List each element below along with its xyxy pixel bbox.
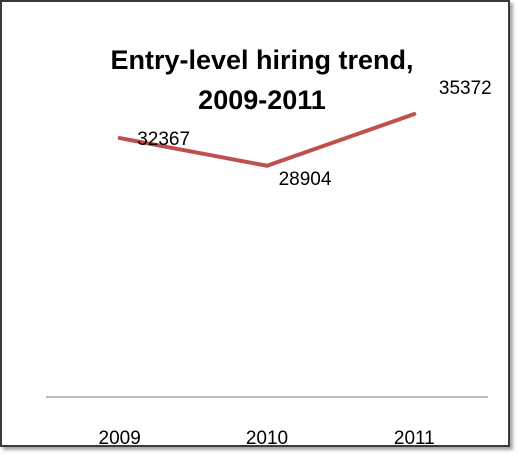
data-label: 28904 [279, 169, 332, 190]
x-tick-labels: 2009 2010 2011 [99, 428, 435, 449]
chart-title: Entry-level hiring trend, 2009-2011 [32, 40, 492, 120]
data-labels: 32367 28904 35372 [137, 78, 492, 190]
chart-title-line-2: 2009-2011 [198, 85, 326, 115]
data-label: 35372 [439, 78, 492, 99]
chart-frame: Entry-level hiring trend, 2009-2011 [0, 0, 510, 447]
series-line [117, 112, 417, 168]
data-label: 32367 [137, 129, 190, 150]
x-tick-label: 2009 [99, 428, 141, 449]
x-tick-label: 2011 [394, 428, 435, 449]
x-tick-label: 2010 [246, 428, 288, 449]
chart-title-line-1: Entry-level hiring trend, [110, 45, 414, 75]
